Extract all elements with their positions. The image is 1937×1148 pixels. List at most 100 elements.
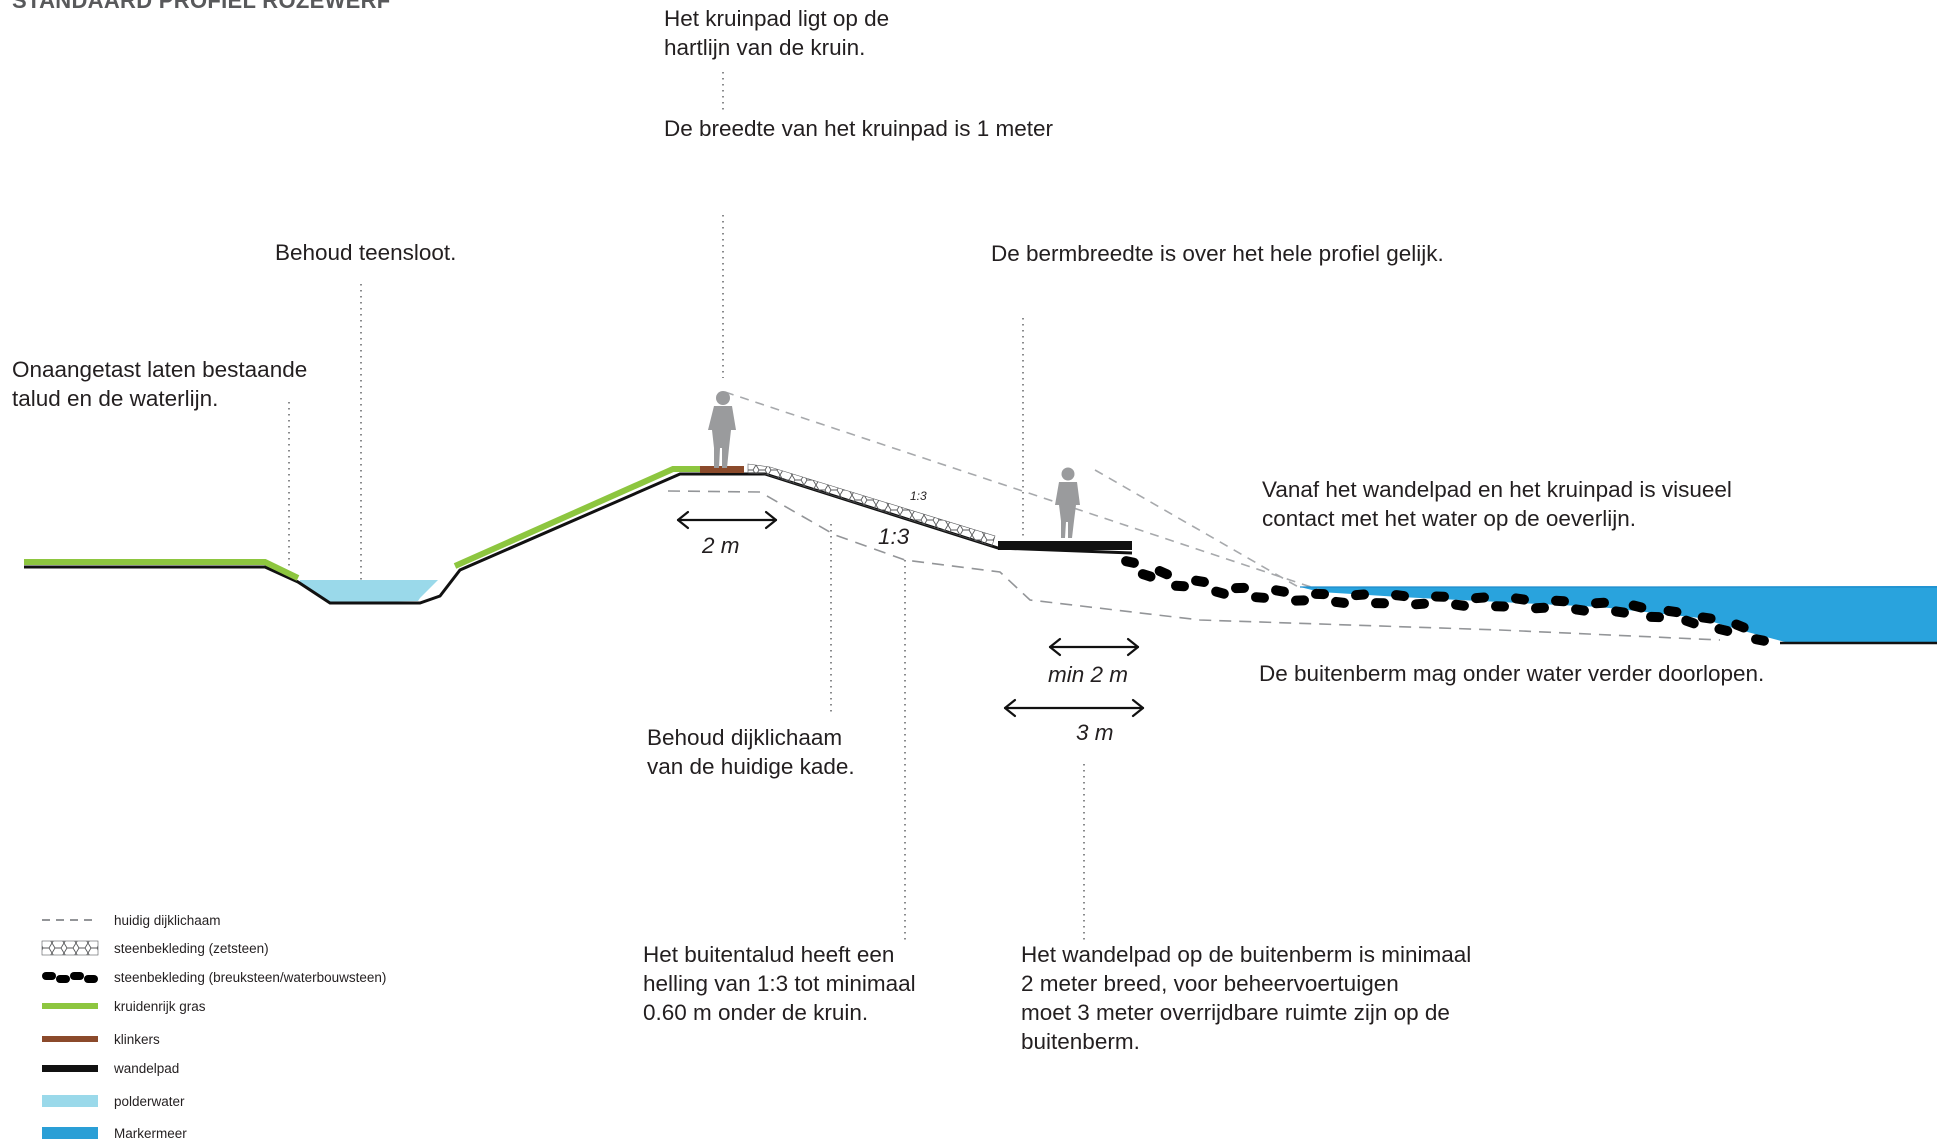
breuksteen-stone <box>1531 602 1549 614</box>
legend-label: wandelpad <box>114 1060 180 1076</box>
wandelpad-swatch-icon <box>40 1058 100 1078</box>
breuksteen-stone <box>1291 595 1309 606</box>
note-bermbreedte: De bermbreedte is over het hele profiel … <box>991 241 1444 266</box>
wandelpad-berm <box>998 541 1132 550</box>
breuksteen-stone <box>1191 575 1209 587</box>
note-buitentalud-line2: helling van 1:3 tot minimaal <box>643 971 916 996</box>
breuksteen-stone <box>1571 604 1589 616</box>
note-buitentalud-line3: 0.60 m onder de kruin. <box>643 1000 869 1025</box>
markermeer-water <box>1300 586 1937 642</box>
grass-swatch-icon <box>40 996 100 1016</box>
note-visueel: Vanaf het wandelpad en het kruinpad is v… <box>1262 475 1732 533</box>
breuksteen-revetment <box>1121 556 1769 646</box>
note-kruinpad-width: De breedte van het kruinpad is 1 meter <box>664 116 1053 141</box>
breuksteen-stone <box>1231 582 1249 594</box>
legend-item-breuksteen: steenbekleding (breuksteen/waterbouwstee… <box>40 967 386 987</box>
kruin-width-arrow <box>676 510 778 530</box>
markermeer-swatch-icon <box>40 1123 100 1143</box>
berm-width-label: 3 m <box>1076 720 1114 745</box>
pad-min-width-arrow <box>1048 637 1140 657</box>
breuksteen-stone <box>1628 600 1647 613</box>
breuksteen-stone <box>1491 601 1509 612</box>
breuksteen-stone <box>1751 634 1769 646</box>
zetsteen-revetment <box>747 463 996 547</box>
legend-label: polderwater <box>114 1093 185 1109</box>
legend-label: huidig dijklichaam <box>114 912 221 928</box>
stones-swatch-icon <box>40 967 100 987</box>
note-dijklichaam-line1: Behoud dijklichaam <box>647 725 843 750</box>
breuksteen-stone <box>1411 598 1429 610</box>
breuksteen-stone <box>1611 606 1629 618</box>
breuksteen-stone <box>1211 586 1229 599</box>
note-wandelpad-line1: Het wandelpad op de buitenberm is minima… <box>1021 942 1472 967</box>
legend-label: steenbekleding (breuksteen/waterbouwstee… <box>114 969 387 985</box>
kruinpad-klinkers <box>700 466 744 473</box>
legend-item-klinkers: klinkers <box>40 1029 160 1049</box>
legend-label: steenbekleding (zetsteen) <box>114 940 269 956</box>
note-teensloot: Behoud teensloot. <box>275 240 457 265</box>
breuksteen-stone <box>1121 556 1139 568</box>
grass-slope <box>453 466 702 569</box>
breuksteen-stone <box>1171 580 1189 592</box>
breuksteen-stone <box>1331 596 1349 608</box>
hatch-swatch-icon <box>40 938 100 958</box>
sightline-kruinpad <box>724 391 1321 591</box>
note-wandelpad-line4: buitenberm. <box>1021 1029 1140 1054</box>
breuksteen-stone <box>1681 615 1699 629</box>
note-wandelpad-line2: 2 meter breed, voor beheervoertuigen <box>1021 971 1399 996</box>
berm-width-arrow <box>1003 698 1145 718</box>
person-kruinpad-icon <box>708 391 736 468</box>
note-talud-line2: talud en de waterlijn. <box>12 386 219 411</box>
slope-label: 1:3 <box>878 524 910 549</box>
kruin-width-label: 2 m <box>701 533 740 558</box>
note-talud-line1: Onaangetast laten bestaande <box>12 357 308 382</box>
klinkers-swatch-icon <box>40 1029 100 1049</box>
note-visueel-line1: Vanaf het wandelpad en het kruinpad is v… <box>1262 477 1732 502</box>
legend-label: kruidenrijk gras <box>114 998 206 1014</box>
note-kruinpad-line1: Het kruinpad ligt op de <box>664 6 890 31</box>
breuksteen-stone <box>1714 624 1733 636</box>
breuksteen-stone <box>1511 593 1529 605</box>
note-talud: Onaangetast laten bestaande talud en de … <box>12 355 307 413</box>
breuksteen-stone <box>1371 598 1389 609</box>
note-dijklichaam: Behoud dijklichaam van de huidige kade. <box>647 723 855 781</box>
legend-item-huidig-dijklichaam: huidig dijklichaam <box>40 910 221 930</box>
polder-water <box>300 580 438 603</box>
breuksteen-stone <box>1137 569 1156 582</box>
note-kruinpad-line2: hartlijn van de kruin. <box>664 35 866 60</box>
note-buitenberm: De buitenberm mag onder water verder doo… <box>1259 661 1765 686</box>
sightline-wandelpad <box>1094 469 1301 589</box>
note-wandelpad: Het wandelpad op de buitenberm is minima… <box>1021 940 1471 1056</box>
breuksteen-stone <box>1431 591 1449 602</box>
note-dijklichaam-line2: van de huidige kade. <box>647 754 855 779</box>
breuksteen-stone <box>1551 595 1569 607</box>
breuksteen-stone <box>1697 612 1716 624</box>
legend-label: klinkers <box>114 1031 160 1047</box>
breuksteen-stone <box>1351 589 1369 601</box>
ground-profile <box>24 472 1133 605</box>
current-dike-outline <box>667 490 1721 641</box>
legend-item-gras: kruidenrijk gras <box>40 996 206 1016</box>
breuksteen-stone <box>1471 592 1489 604</box>
legend-item-polderwater: polderwater <box>40 1091 185 1111</box>
note-wandelpad-line3: moet 3 meter overrijdbare ruimte zijn op… <box>1021 1000 1450 1025</box>
breuksteen-stone <box>1591 597 1609 609</box>
note-buitentalud: Het buitentalud heeft een helling van 1:… <box>643 940 916 1027</box>
note-buitentalud-line1: Het buitentalud heeft een <box>643 942 895 967</box>
legend-label: Markermeer <box>114 1125 187 1141</box>
legend-item-zetsteen: steenbekleding (zetsteen) <box>40 938 269 958</box>
breuksteen-stone <box>1251 592 1269 603</box>
breuksteen-stone <box>1731 619 1749 633</box>
person-wandelpad-icon <box>1055 467 1080 538</box>
breuksteen-stone <box>1311 588 1329 600</box>
note-kruinpad: Het kruinpad ligt op de hartlijn van de … <box>664 4 889 62</box>
dashed-line-swatch-icon <box>40 910 100 930</box>
diagram-title: STANDAARD PROFIEL ROZEWERF <box>12 0 391 13</box>
legend-item-wandelpad: wandelpad <box>40 1058 179 1078</box>
breuksteen-stone <box>1271 585 1289 597</box>
breuksteen-stone <box>1646 611 1664 623</box>
legend-item-markermeer: Markermeer <box>40 1123 187 1143</box>
pad-min-width-label: min 2 m <box>1048 662 1128 687</box>
grass-left <box>24 559 300 581</box>
